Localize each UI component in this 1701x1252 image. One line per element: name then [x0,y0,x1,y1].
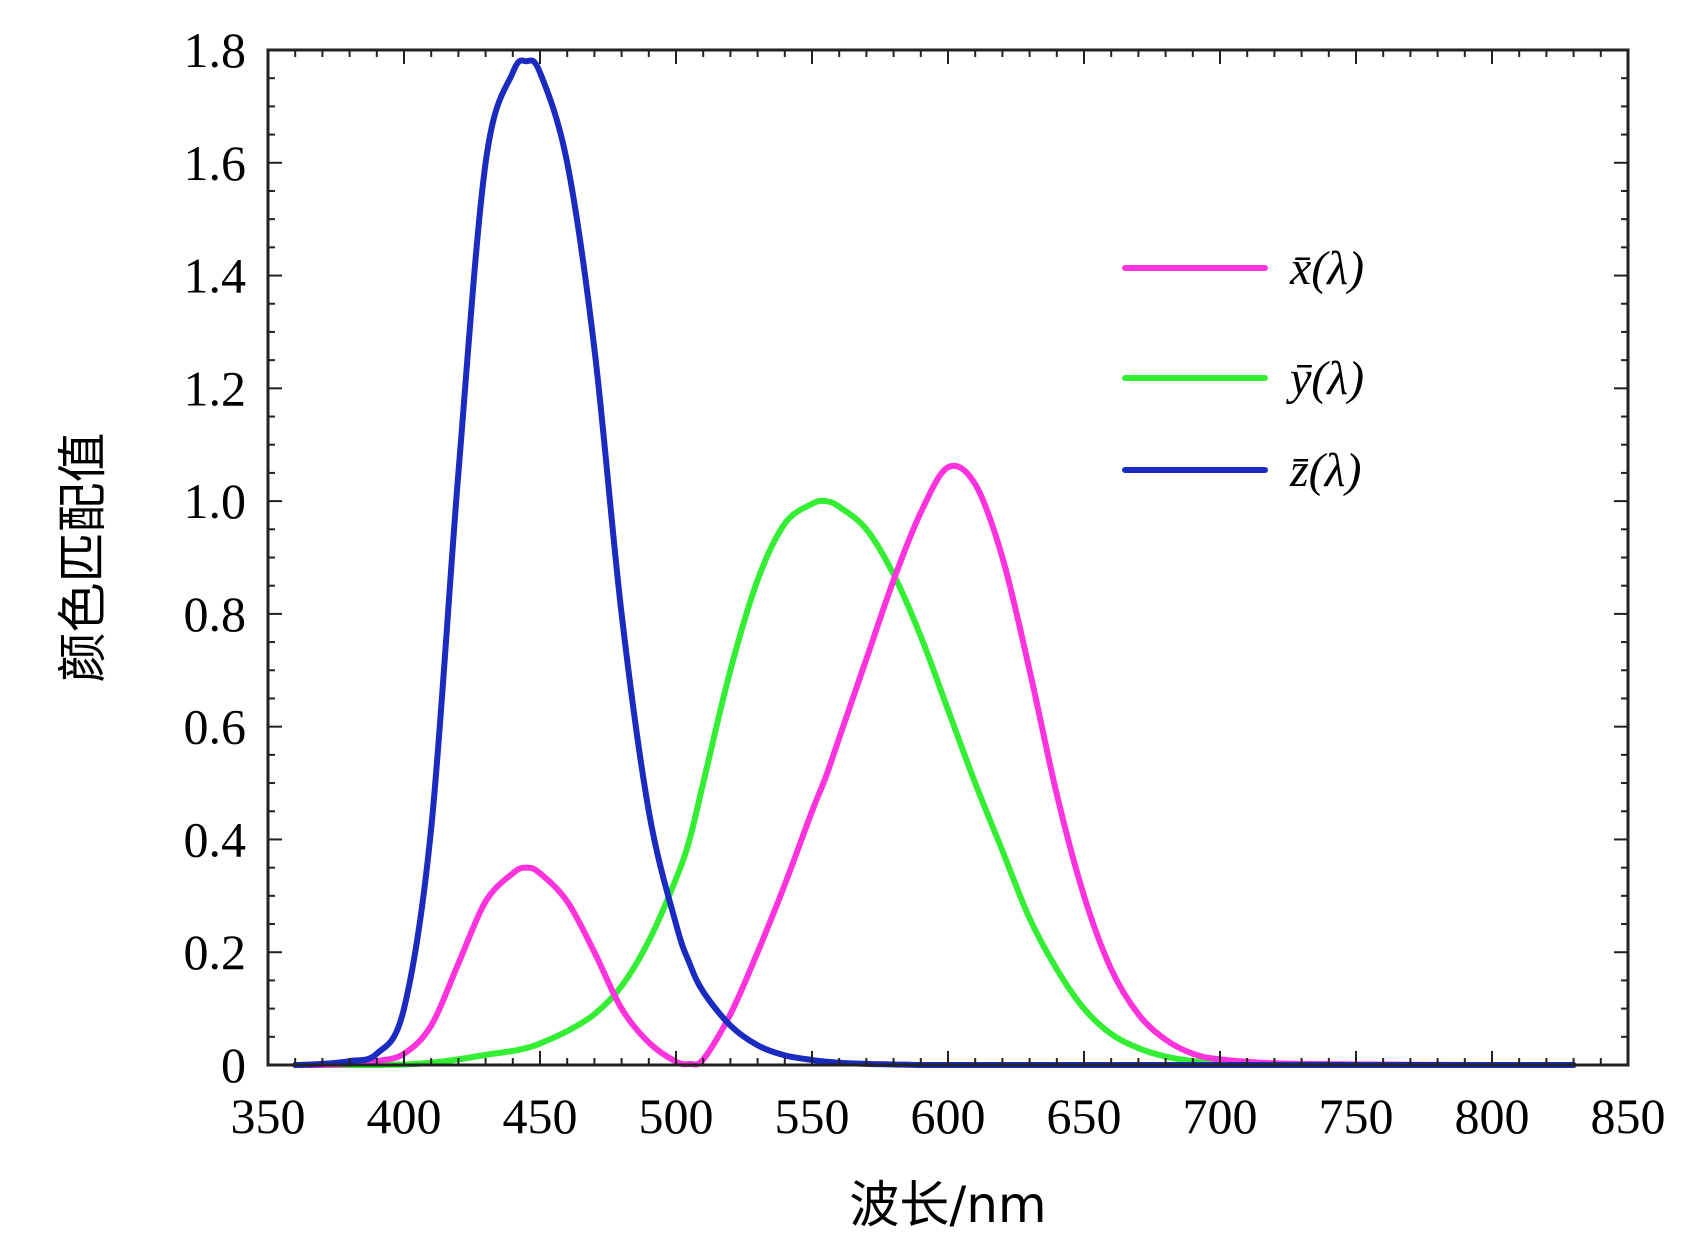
x-tick-label: 700 [1183,1088,1258,1144]
y-tick-label: 1.0 [184,473,247,529]
tick-labels: 350 400 450 500 550 600 650 700 750 800 850 0 0.2 0.4… [184,22,1666,1144]
y-tick-label: 1.6 [184,135,247,191]
series-line-y-bar [292,497,1577,1069]
series-line-x-bar [292,462,1577,1069]
y-tick-label: 0.4 [184,811,247,867]
y-tick-label: 1.8 [184,22,247,78]
x-axis-title: 波长/nm [849,1176,1046,1234]
y-axis-title: 颜色匹配值 [54,433,112,683]
x-tick-label: 500 [639,1088,714,1144]
x-tick-label: 600 [911,1088,986,1144]
y-tick-label: 0.6 [184,699,247,755]
legend-label: z̄(λ) [1289,444,1361,497]
x-tick-label: 800 [1455,1088,1530,1144]
axis-ticks [267,49,1629,1066]
x-tick-label: 550 [775,1088,850,1144]
x-tick-label: 400 [367,1088,442,1144]
x-tick-label: 350 [231,1088,306,1144]
legend-entry-y-bar: ȳ(λ) [1122,352,1364,405]
x-tick-label: 850 [1591,1088,1666,1144]
legend-label: x̄(λ) [1289,242,1364,295]
x-tick-label: 750 [1319,1088,1394,1144]
legend: x̄(λ) ȳ(λ) z̄(λ) [1122,242,1364,497]
y-tick-label: 0 [221,1037,246,1093]
x-tick-label: 450 [503,1088,578,1144]
legend-entry-z-bar: z̄(λ) [1122,444,1361,497]
x-tick-label: 650 [1047,1088,1122,1144]
legend-label: ȳ(λ) [1286,352,1364,405]
y-tick-label: 0.2 [184,924,247,980]
legend-entry-x-bar: x̄(λ) [1122,242,1364,295]
y-tick-label: 1.2 [184,360,247,416]
y-tick-label: 0.8 [184,586,247,642]
y-tick-label: 1.4 [184,248,247,304]
